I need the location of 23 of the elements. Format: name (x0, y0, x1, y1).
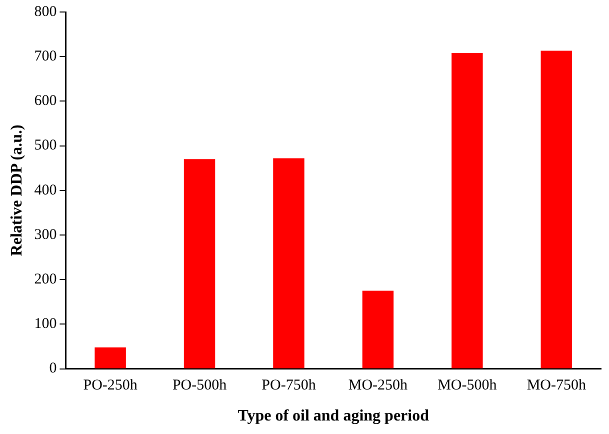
y-tick-label: 500 (34, 138, 57, 154)
y-tick-label: 200 (34, 272, 57, 288)
x-tick-label: MO-500h (438, 378, 498, 394)
x-axis-title: Type of oil and aging period (238, 408, 430, 425)
y-tick-label: 600 (34, 93, 57, 110)
bar (94, 347, 126, 368)
x-tick-label: MO-250h (348, 378, 408, 394)
y-tick-label: 300 (34, 226, 57, 243)
bar (452, 53, 483, 368)
bar (540, 50, 572, 368)
y-tick-label: 700 (34, 48, 57, 65)
bar (184, 159, 216, 368)
bar (273, 158, 304, 368)
bar (362, 290, 394, 368)
x-tick-label: PO-250h (83, 378, 138, 394)
x-tick-label: PO-500h (172, 378, 228, 394)
y-tick-label: 100 (34, 316, 57, 332)
y-tick-label: 400 (34, 182, 57, 198)
y-axis-title: Relative DDP (a.u.) (8, 124, 26, 256)
y-tick-label: 800 (34, 4, 57, 20)
x-tick-label: PO-750h (262, 378, 316, 394)
x-tick-label: MO-750h (526, 378, 586, 394)
y-tick-label: 0 (49, 360, 57, 377)
